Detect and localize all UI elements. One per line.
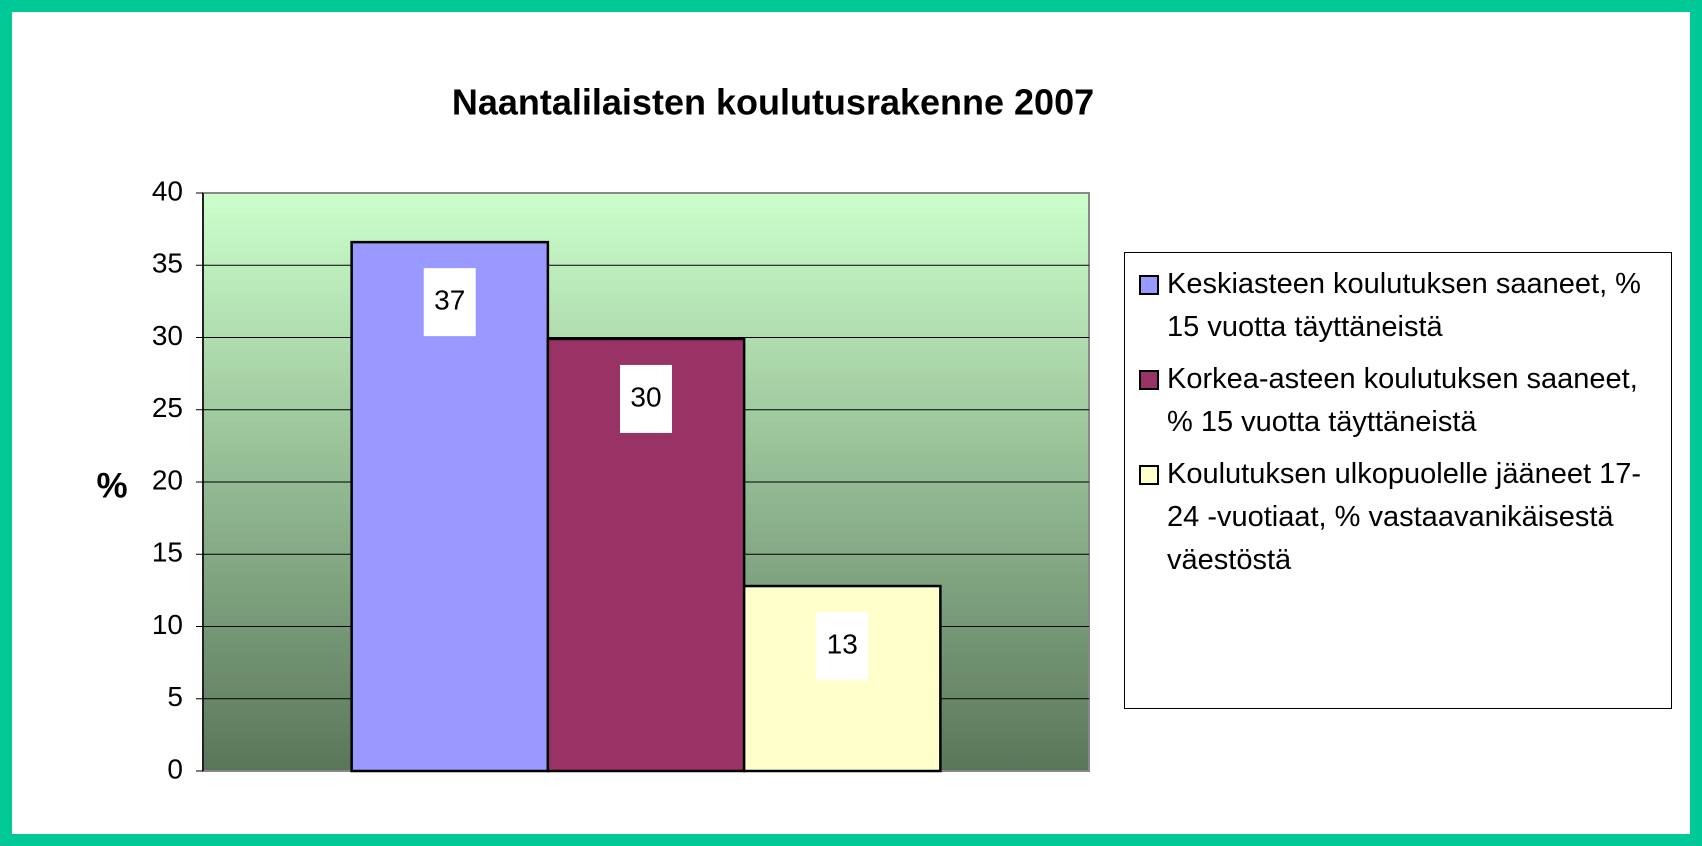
y-axis-label: % bbox=[96, 466, 127, 505]
y-tick-label: 35 bbox=[152, 248, 183, 279]
legend-label: Keskiasteen koulutuksen saaneet, % 15 vu… bbox=[1167, 268, 1641, 343]
y-tick-label: 25 bbox=[152, 392, 183, 423]
legend-item: Koulutuksen ulkopuolelle jääneet 17-24 -… bbox=[1139, 453, 1661, 582]
data-label-box bbox=[816, 612, 869, 681]
y-tick-label: 5 bbox=[167, 681, 183, 712]
chart-title: Naantalilaisten koulutusrakenne 2007 bbox=[452, 82, 1094, 123]
data-label: 37 bbox=[434, 285, 465, 316]
legend-label: Koulutuksen ulkopuolelle jääneet 17-24 -… bbox=[1167, 458, 1642, 576]
y-tick-label: 10 bbox=[152, 609, 183, 640]
data-label: 30 bbox=[630, 381, 661, 412]
data-label: 13 bbox=[827, 628, 858, 659]
data-label-box bbox=[620, 364, 672, 433]
y-tick-label: 0 bbox=[167, 753, 183, 784]
legend-item: Keskiasteen koulutuksen saaneet, % 15 vu… bbox=[1139, 263, 1661, 349]
legend: Keskiasteen koulutuksen saaneet, % 15 vu… bbox=[1124, 252, 1672, 709]
y-tick-label: 40 bbox=[152, 175, 183, 206]
data-label-box bbox=[423, 268, 476, 337]
y-tick-label: 15 bbox=[152, 537, 183, 568]
y-tick-label: 20 bbox=[152, 464, 183, 495]
legend-swatch bbox=[1139, 465, 1159, 485]
legend-swatch bbox=[1139, 275, 1159, 295]
legend-item: Korkea-asteen koulutuksen saaneet, % 15 … bbox=[1139, 358, 1661, 444]
legend-swatch bbox=[1139, 370, 1159, 390]
y-tick-label: 30 bbox=[152, 320, 183, 351]
legend-label: Korkea-asteen koulutuksen saaneet, % 15 … bbox=[1167, 363, 1638, 438]
